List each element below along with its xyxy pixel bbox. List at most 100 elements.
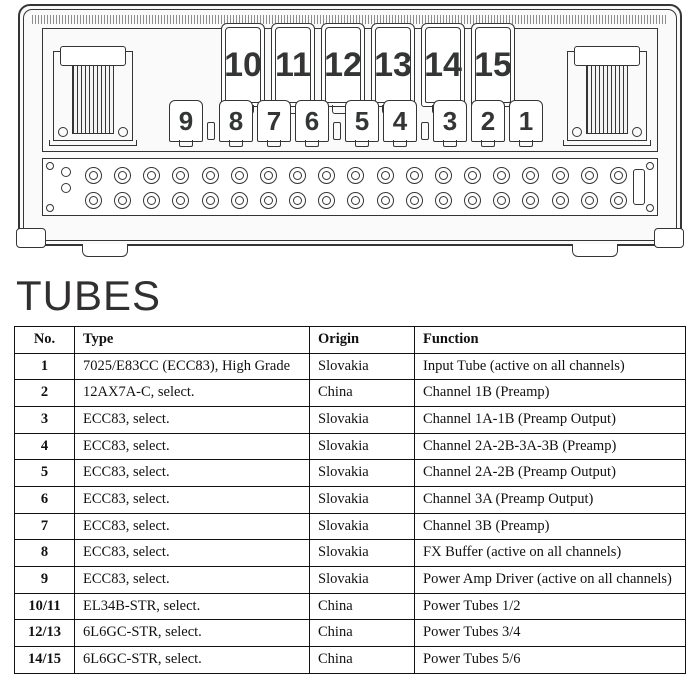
knob-icon <box>406 167 423 184</box>
knob-icon <box>610 192 627 209</box>
amp-chassis: 101112131415 123456789 <box>18 4 682 246</box>
table-cell: Slovakia <box>310 487 415 514</box>
capacitor-icon <box>421 122 429 140</box>
power-tube: 15 <box>471 23 515 107</box>
preamp-tube: 3 <box>433 100 467 142</box>
table-row: 9ECC83, select.SlovakiaPower Amp Driver … <box>15 567 686 594</box>
table-row: 8ECC83, select.SlovakiaFX Buffer (active… <box>15 540 686 567</box>
table-row: 4ECC83, select.SlovakiaChannel 2A-2B-3A-… <box>15 433 686 460</box>
knob-icon <box>172 192 189 209</box>
table-cell: 12/13 <box>15 620 75 647</box>
capacitor-icon <box>207 122 215 140</box>
knob-icon <box>260 167 277 184</box>
preamp-tube-row: 123456789 <box>169 100 543 142</box>
preamp-tube: 4 <box>383 100 417 142</box>
table-row: 6ECC83, select.SlovakiaChannel 3A (Pream… <box>15 487 686 514</box>
table-col-header: Type <box>75 327 310 354</box>
tube-compartment: 101112131415 123456789 <box>42 28 658 152</box>
knob-icon <box>85 167 102 184</box>
table-cell: 3 <box>15 407 75 434</box>
table-cell: Channel 2A-2B-3A-3B (Preamp) <box>415 433 686 460</box>
knob-icon <box>377 192 394 209</box>
table-cell: 2 <box>15 380 75 407</box>
table-row: 212AX7A-C, select.ChinaChannel 1B (Pream… <box>15 380 686 407</box>
transformer-left <box>53 51 133 141</box>
knob-icon <box>377 167 394 184</box>
knob-icon <box>318 167 335 184</box>
knob-icon <box>493 192 510 209</box>
table-col-header: No. <box>15 327 75 354</box>
knob-icon <box>231 192 248 209</box>
knob-icon <box>581 192 598 209</box>
preamp-tube: 1 <box>509 100 543 142</box>
rubber-foot <box>82 244 128 257</box>
table-cell: 12AX7A-C, select. <box>75 380 310 407</box>
table-cell: Power Amp Driver (active on all channels… <box>415 567 686 594</box>
knob-icon <box>522 167 539 184</box>
table-cell: ECC83, select. <box>75 407 310 434</box>
rubber-foot <box>572 244 618 257</box>
jack-sockets <box>61 167 71 193</box>
preamp-tube: 6 <box>295 100 329 142</box>
table-cell: Channel 2A-2B (Preamp Output) <box>415 460 686 487</box>
knob-icon <box>552 192 569 209</box>
table-row: 17025/E83CC (ECC83), High GradeSlovakiaI… <box>15 353 686 380</box>
knob-row <box>85 167 627 184</box>
preamp-tube: 9 <box>169 100 203 142</box>
knob-icon <box>202 192 219 209</box>
table-row: 10/11EL34B-STR, select.ChinaPower Tubes … <box>15 593 686 620</box>
power-tube: 10 <box>221 23 265 107</box>
table-cell: Input Tube (active on all channels) <box>415 353 686 380</box>
tubes-table: No.TypeOriginFunction 17025/E83CC (ECC83… <box>14 326 686 674</box>
table-cell: Slovakia <box>310 540 415 567</box>
capacitor-icon <box>333 122 341 140</box>
knob-icon <box>347 167 364 184</box>
table-cell: 8 <box>15 540 75 567</box>
table-cell: EL34B-STR, select. <box>75 593 310 620</box>
knob-icon <box>114 192 131 209</box>
table-cell: 6L6GC-STR, select. <box>75 647 310 674</box>
amp-diagram: 101112131415 123456789 <box>18 4 682 246</box>
knob-row <box>85 192 627 209</box>
table-cell: Power Tubes 3/4 <box>415 620 686 647</box>
table-cell: Slovakia <box>310 460 415 487</box>
knob-icon <box>260 192 277 209</box>
table-cell: ECC83, select. <box>75 487 310 514</box>
knob-icon <box>493 167 510 184</box>
knob-icon <box>464 167 481 184</box>
knob-icon <box>143 167 160 184</box>
knob-icon <box>610 167 627 184</box>
knob-icon <box>143 192 160 209</box>
knob-icon <box>172 167 189 184</box>
knob-icon <box>581 167 598 184</box>
table-cell: 7 <box>15 513 75 540</box>
power-tube: 14 <box>421 23 465 107</box>
preamp-tube: 2 <box>471 100 505 142</box>
table-body: 17025/E83CC (ECC83), High GradeSlovakiaI… <box>15 353 686 673</box>
table-col-header: Origin <box>310 327 415 354</box>
table-cell: Power Tubes 1/2 <box>415 593 686 620</box>
table-col-header: Function <box>415 327 686 354</box>
table-row: 3ECC83, select.SlovakiaChannel 1A-1B (Pr… <box>15 407 686 434</box>
table-cell: Channel 1B (Preamp) <box>415 380 686 407</box>
corner-bracket <box>16 228 46 248</box>
section-heading: TUBES <box>16 272 700 320</box>
table-header-row: No.TypeOriginFunction <box>15 327 686 354</box>
table-cell: Channel 3A (Preamp Output) <box>415 487 686 514</box>
knob-icon <box>202 167 219 184</box>
table-cell: China <box>310 620 415 647</box>
table-cell: Slovakia <box>310 353 415 380</box>
table-cell: Channel 1A-1B (Preamp Output) <box>415 407 686 434</box>
knob-icon <box>435 192 452 209</box>
control-panel <box>42 158 658 216</box>
table-cell: 1 <box>15 353 75 380</box>
knob-icon <box>114 167 131 184</box>
table-cell: Slovakia <box>310 567 415 594</box>
knob-icon <box>85 192 102 209</box>
table-cell: Power Tubes 5/6 <box>415 647 686 674</box>
table-cell: 4 <box>15 433 75 460</box>
table-row: 12/136L6GC-STR, select.ChinaPower Tubes … <box>15 620 686 647</box>
power-tube: 13 <box>371 23 415 107</box>
knob-icon <box>552 167 569 184</box>
table-cell: China <box>310 647 415 674</box>
